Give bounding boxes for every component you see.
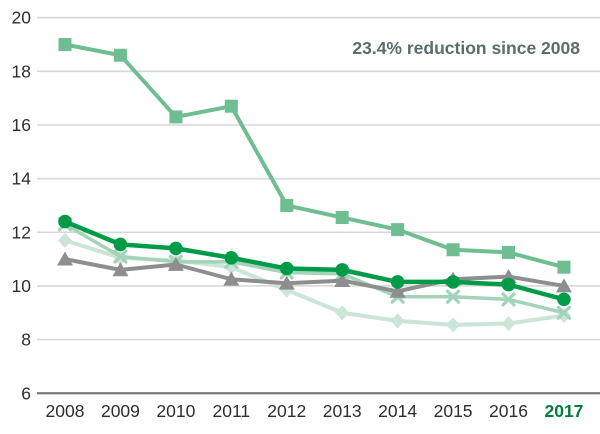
gray-triangle-series-marker-2013 (334, 272, 351, 287)
dark-green-circle-series-marker-2011 (224, 250, 239, 265)
dark-green-circle-series-marker-2009 (113, 237, 128, 252)
medium-green-square-series-marker-2011 (224, 99, 238, 113)
y-tick-label-10: 10 (12, 276, 32, 296)
pale-green-diamond-series-marker-2014 (390, 313, 405, 329)
medium-green-square-series-marker-2008 (58, 38, 72, 52)
pale-green-diamond-series-marker-2016 (501, 316, 516, 332)
y-tick-label-8: 8 (21, 330, 31, 350)
dark-green-circle-series (58, 214, 571, 307)
x-tick-label-2008: 2008 (46, 401, 85, 421)
dark-green-circle-series-marker-2008 (58, 214, 72, 229)
dark-green-circle-series-marker-2015 (446, 275, 460, 289)
gray-triangle-series-marker-2012 (278, 275, 295, 290)
light-green-x-series-marker-2009-cross (113, 249, 128, 264)
x-tick-label-2010: 2010 (156, 401, 195, 421)
grid-lines (37, 16, 600, 395)
y-tick-label-14: 14 (12, 169, 32, 189)
light-green-x-series-marker-2015-cross (445, 289, 461, 304)
gray-triangle-series-marker-2008 (57, 251, 73, 266)
pale-green-diamond-series-marker-2008 (58, 232, 72, 248)
x-tick-label-2015: 2015 (434, 401, 473, 421)
dark-green-circle-series-marker-2010 (169, 241, 183, 256)
y-tick-label-18: 18 (12, 61, 31, 81)
medium-green-square-series-marker-2013 (335, 211, 349, 225)
medium-green-square-series-marker-2009 (113, 48, 127, 62)
x-tick-label-2012: 2012 (267, 401, 306, 421)
x-tick-label-2009: 2009 (101, 401, 140, 421)
x-tick-label-2011: 2011 (212, 401, 250, 421)
y-axis-labels: 20 18 16 14 12 10 8 6 (12, 8, 32, 404)
medium-green-square-series-line (63, 42, 566, 270)
dark-green-circle-series-marker-2014 (390, 275, 405, 289)
medium-green-square-series-marker-2014 (391, 223, 405, 237)
y-tick-label-6: 6 (21, 383, 31, 403)
medium-green-square-series-marker-2017 (557, 260, 571, 274)
medium-green-square-series (58, 38, 571, 274)
dark-green-circle-series-line (62, 219, 567, 302)
dark-green-circle-series-marker-2012 (279, 261, 294, 276)
gray-triangle-series-marker-2010 (167, 256, 184, 271)
gray-triangle-series-line (63, 257, 566, 294)
y-tick-label-20: 20 (12, 8, 32, 28)
annotation-text: 23.4% reduction since 2008 (352, 38, 580, 58)
medium-green-square-series-marker-2016 (502, 245, 516, 259)
light-green-x-series-marker-2016-cross (501, 292, 516, 307)
pale-green-diamond-series-marker-2015 (446, 317, 461, 333)
dark-green-circle-series-marker-2013 (335, 263, 350, 277)
chart-series (57, 38, 572, 333)
gray-triangle-series-marker-2017 (555, 278, 572, 293)
y-tick-label-12: 12 (12, 222, 31, 242)
gray-triangle-series-marker-2014 (389, 283, 406, 298)
x-tick-label-2013: 2013 (323, 401, 362, 421)
x-tick-label-2017: 2017 (544, 401, 583, 421)
light-green-x-series-marker-2017-cross (556, 305, 572, 320)
y-tick-label-16: 16 (12, 115, 31, 135)
x-axis-labels: 2008 2009 2010 2011 2012 2013 2014 2015 2016 2017 (46, 401, 584, 421)
dark-green-circle-series-marker-2017 (557, 292, 571, 307)
gray-triangle-series-marker-2011 (223, 271, 240, 286)
x-tick-label-2016: 2016 (489, 401, 528, 421)
gray-triangle-series-marker-2009 (112, 262, 129, 277)
dark-green-circle-series-marker-2016 (501, 277, 516, 292)
light-green-x-series-line (63, 222, 566, 315)
pale-green-diamond-series-marker-2013 (335, 305, 350, 321)
medium-green-square-series-marker-2010 (169, 110, 183, 124)
medium-green-square-series-marker-2015 (446, 243, 460, 257)
medium-green-square-series-marker-2012 (280, 198, 294, 212)
x-tick-label-2014: 2014 (378, 401, 417, 421)
